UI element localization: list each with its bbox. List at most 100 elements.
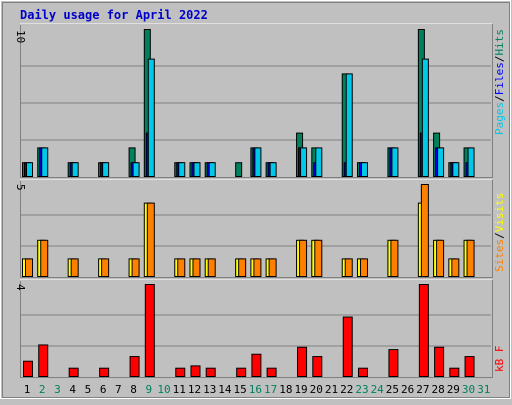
bar-sites	[344, 258, 353, 277]
legend-item: Pages	[493, 102, 506, 135]
x-day-label: 16	[249, 383, 262, 396]
legend-item: Files	[493, 62, 506, 95]
bar-pages	[452, 162, 460, 177]
bar-sites	[390, 239, 399, 278]
x-day-label: 9	[145, 383, 152, 396]
x-day-label: 26	[401, 383, 414, 396]
bar-sites	[436, 239, 445, 278]
bar-pages	[360, 162, 368, 177]
bar-pages	[26, 162, 33, 177]
x-day-label: 18	[279, 383, 292, 396]
bar-kbytes	[388, 349, 399, 378]
outer-frame-shadow	[2, 2, 510, 398]
legend-item: Visits	[493, 193, 506, 233]
bar-kbytes	[99, 367, 110, 378]
bar-sites	[131, 258, 140, 277]
legend-item: Sites	[493, 239, 506, 272]
bar-pages	[193, 162, 201, 177]
legend-item: kB F	[493, 346, 506, 373]
x-day-label: 8	[130, 383, 137, 396]
x-day-label: 20	[310, 383, 323, 396]
bar-kbytes	[434, 346, 445, 377]
bar-pages	[421, 58, 429, 177]
x-day-label: 29	[447, 383, 460, 396]
x-day-label: 6	[100, 383, 107, 396]
bar-pages	[208, 162, 216, 177]
x-day-label: 11	[173, 383, 186, 396]
x-day-label: 2	[39, 383, 46, 396]
bar-kbytes	[205, 367, 216, 378]
chart-title: Daily usage for April 2022	[20, 8, 208, 22]
bar-kbytes	[297, 346, 308, 377]
bar-sites	[192, 258, 201, 277]
x-day-label: 21	[325, 383, 338, 396]
x-day-label: 30	[462, 383, 475, 396]
bar-sites	[101, 258, 110, 277]
bar-pages	[254, 147, 262, 177]
x-day-label: 14	[218, 383, 232, 396]
bar-pages	[437, 147, 445, 177]
bar-sites	[466, 239, 475, 278]
bar-pages	[315, 147, 323, 177]
bar-kbytes	[312, 356, 323, 378]
legend-slash: /	[493, 232, 506, 239]
x-day-label: 12	[188, 383, 201, 396]
x-day-label: 17	[264, 383, 277, 396]
bar-pages	[102, 162, 110, 177]
bar-sites	[451, 258, 460, 277]
legend: kB F	[493, 346, 506, 373]
bar-pages	[345, 73, 353, 177]
bar-sites	[268, 258, 277, 277]
x-day-label: 15	[234, 383, 247, 396]
x-day-label: 27	[416, 383, 429, 396]
bar-kbytes	[38, 344, 49, 378]
bar-pages	[467, 147, 475, 177]
x-day-label: 3	[54, 383, 61, 396]
x-day-label: 13	[203, 383, 216, 396]
x-day-label: 22	[340, 383, 353, 396]
bar-kbytes	[418, 284, 429, 377]
y-tick-label: 5	[14, 184, 27, 191]
y-tick-label: 10	[14, 30, 27, 43]
bar-sites	[177, 258, 186, 277]
x-day-label: 5	[85, 383, 92, 396]
bar-kbytes	[251, 353, 262, 377]
bar-sites	[314, 239, 323, 278]
bar-sites	[207, 258, 216, 277]
x-day-label: 1	[24, 383, 31, 396]
bar-sites	[70, 258, 79, 277]
x-day-label: 4	[69, 383, 76, 396]
bar-pages	[71, 162, 79, 177]
bar-kbytes	[266, 367, 277, 378]
bar-kbytes	[190, 365, 201, 377]
bar-kbytes	[144, 284, 155, 377]
x-day-label: 31	[477, 383, 490, 396]
bar-sites	[238, 258, 247, 277]
bar-pages	[147, 58, 155, 177]
legend-slash: /	[493, 95, 506, 102]
bar-kbytes	[357, 367, 368, 378]
bar-kbytes	[449, 367, 460, 378]
bar-hits	[235, 162, 243, 177]
bar-kbytes	[342, 316, 353, 377]
bar-sites	[420, 184, 429, 277]
bar-kbytes	[23, 360, 33, 378]
bar-kbytes	[129, 356, 140, 378]
bar-sites	[25, 258, 33, 277]
legend: Sites/Visits	[493, 193, 506, 273]
bar-kbytes	[464, 356, 475, 378]
bar-sites	[253, 258, 262, 277]
bar-pages	[41, 147, 49, 177]
bar-sites	[40, 239, 49, 278]
bar-pages	[132, 162, 140, 177]
bar-sites	[299, 239, 308, 278]
legend: Pages/Files/Hits	[493, 29, 506, 135]
x-day-label: 19	[294, 383, 307, 396]
bar-kbytes	[236, 367, 247, 378]
x-day-label: 25	[386, 383, 399, 396]
bar-pages	[391, 147, 399, 177]
bar-pages	[178, 162, 186, 177]
x-day-label: 10	[157, 383, 170, 396]
